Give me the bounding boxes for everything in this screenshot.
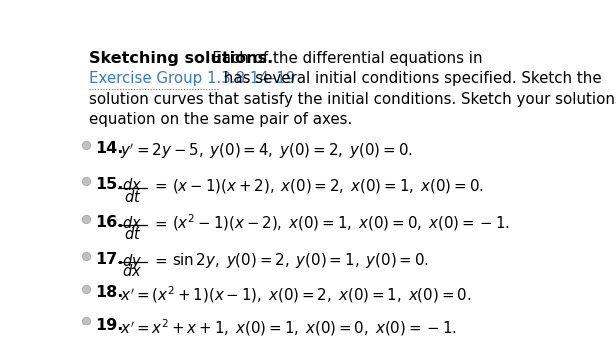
Text: $y' = 2y - 5,\; y(0) = 4,\; y(0) = 2,\; y(0) = 0.$: $y' = 2y - 5,\; y(0) = 4,\; y(0) = 2,\; … [120, 141, 413, 161]
Text: solution curves that satisfy the initial conditions. Sketch your solutions for e: solution curves that satisfy the initial… [89, 92, 616, 107]
Text: $(x-1)(x+2),\; x(0) = 2,\; x(0) = 1,\; x(0) = 0.$: $(x-1)(x+2),\; x(0) = 2,\; x(0) = 1,\; x… [171, 177, 483, 195]
Text: $dt$: $dt$ [124, 226, 141, 242]
Text: has several initial conditions specified. Sketch the: has several initial conditions specified… [219, 71, 601, 86]
Text: $=$: $=$ [152, 215, 168, 230]
Text: $dx$: $dx$ [123, 215, 142, 231]
Text: $dt$: $dt$ [124, 189, 141, 205]
Text: 19.: 19. [95, 317, 124, 332]
Text: $(x^2 - 1)(x - 2),\; x(0) = 1,\; x(0) = 0,\; x(0) = -1.$: $(x^2 - 1)(x - 2),\; x(0) = 1,\; x(0) = … [171, 213, 509, 233]
Text: $x' = x^2 + x + 1,\; x(0) = 1,\; x(0) = 0,\; x(0) = -1.$: $x' = x^2 + x + 1,\; x(0) = 1,\; x(0) = … [120, 317, 456, 338]
Text: Sketching solutions.: Sketching solutions. [89, 51, 273, 66]
Text: 16.: 16. [95, 215, 124, 230]
Text: equation on the same pair of axes.: equation on the same pair of axes. [89, 112, 352, 127]
Text: 17.: 17. [95, 252, 124, 267]
Text: $=$: $=$ [152, 178, 168, 193]
Text: $=$: $=$ [152, 253, 168, 268]
Text: Each of the differential equations in: Each of the differential equations in [198, 51, 482, 66]
Text: $dy$: $dy$ [123, 252, 142, 271]
Text: Exercise Group 1.3.8.14–19: Exercise Group 1.3.8.14–19 [89, 71, 295, 86]
Text: 18.: 18. [95, 285, 124, 300]
Text: 14.: 14. [95, 141, 124, 156]
Text: $dx$: $dx$ [123, 177, 142, 193]
Text: $\sin 2y,\; y(0) = 2,\; y(0) = 1,\; y(0) = 0.$: $\sin 2y,\; y(0) = 2,\; y(0) = 1,\; y(0)… [171, 250, 429, 270]
Text: $x' = (x^2 + 1)(x - 1),\; x(0) = 2,\; x(0) = 1,\; x(0) = 0.$: $x' = (x^2 + 1)(x - 1),\; x(0) = 2,\; x(… [120, 285, 471, 305]
Text: 15.: 15. [95, 177, 124, 192]
Text: $dx$: $dx$ [123, 263, 142, 279]
